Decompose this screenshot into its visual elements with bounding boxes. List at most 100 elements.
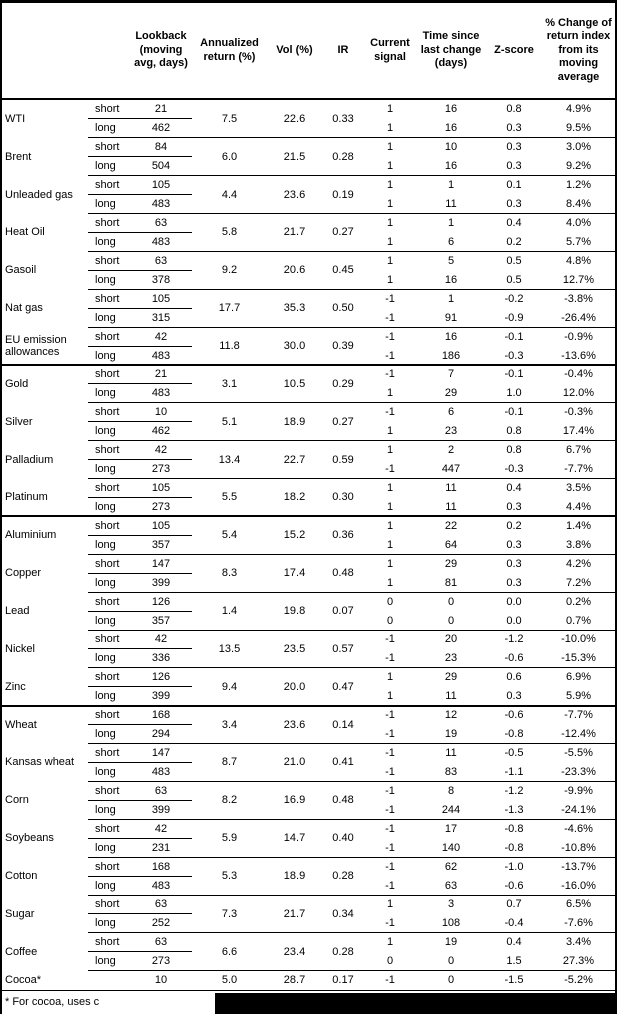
leg-label: short: [95, 254, 120, 267]
commodity-name: Palladium: [5, 453, 54, 466]
time-since-value: 10: [444, 141, 458, 154]
commodity-separator: [88, 326, 615, 328]
lookback-value: 483: [151, 879, 171, 892]
short-long-divider: [88, 724, 192, 726]
signal-value: 1: [386, 576, 394, 589]
lookback-value: 252: [151, 917, 171, 930]
leg-label: short: [95, 936, 120, 949]
pct-change-value: 3.4%: [565, 936, 592, 949]
commodity-separator: [88, 175, 615, 177]
lookback-value: 63: [154, 936, 168, 949]
ir-value: 0.19: [332, 188, 354, 201]
short-long-divider: [88, 497, 192, 499]
leg-label: short: [95, 292, 120, 305]
ir-value: 0.59: [332, 453, 354, 466]
annualized-value: 8.2: [221, 794, 238, 807]
vol-value: 21.5: [283, 150, 306, 163]
z-score-value: 0.7: [506, 898, 522, 911]
time-since-value: 6: [447, 235, 455, 248]
commodity-block: Wheat 3.4 23.6 0.14 short 168 -1 12 -0.6 -7.7% lon…: [2, 704, 615, 744]
leg-label: short: [95, 444, 120, 457]
table-body: WTI 7.5 22.6 0.33 short 21 1 16 0.8 4.9% long 462 1 1…: [2, 100, 615, 990]
signal-value: -1: [385, 765, 395, 778]
z-score-value: -0.4: [504, 917, 524, 930]
time-since-value: 447: [441, 463, 461, 476]
signal-value: 1: [386, 690, 394, 703]
signal-value: 1: [386, 482, 394, 494]
leg-label: long: [95, 160, 116, 173]
signal-value: 1: [386, 141, 394, 154]
pct-change-value: -7.7%: [564, 709, 593, 722]
redaction-box: [215, 992, 615, 1014]
z-score-value: 0.3: [506, 690, 522, 703]
short-long-divider: [88, 345, 192, 347]
time-since-value: 1: [447, 179, 455, 192]
lookback-value: 504: [151, 160, 171, 173]
leg-label: long: [95, 311, 116, 324]
annualized-value: 6.0: [221, 150, 238, 163]
z-score-value: -0.1: [504, 330, 524, 343]
leg-label: long: [95, 690, 116, 703]
lookback-value: 147: [151, 557, 171, 570]
z-score-value: 0.8: [506, 425, 522, 438]
time-since-value: 0: [447, 614, 455, 627]
z-score-value: -1.2: [504, 633, 524, 646]
vol-value: 35.3: [283, 302, 306, 315]
time-since-value: 19: [444, 728, 458, 741]
commodity-block: Aluminium 5.4 15.2 0.36 short 105 1 22 0.2 1.4% lo…: [2, 515, 615, 554]
leg-label: short: [95, 784, 120, 797]
lookback-value: 10: [154, 974, 168, 987]
ir-value: 0.33: [332, 112, 354, 125]
ir-value: 0.28: [332, 150, 354, 163]
vol-value: 23.5: [283, 642, 306, 655]
commodity-name: Nickel: [5, 642, 35, 655]
leg-label: long: [95, 425, 116, 438]
signal-value: 1: [386, 936, 394, 949]
vol-value: 21.7: [283, 226, 306, 239]
z-score-value: -0.8: [504, 728, 524, 741]
lookback-value: 462: [151, 425, 171, 438]
signal-value: -1: [385, 633, 395, 646]
lookback-value: 273: [151, 500, 171, 513]
pct-change-value: 1.4%: [565, 519, 592, 532]
commodity-separator: [88, 667, 615, 669]
z-score-value: -0.1: [504, 406, 524, 419]
lookback-value: 42: [154, 444, 168, 457]
pct-change-value: 3.0%: [565, 141, 592, 154]
signal-value: 1: [386, 444, 394, 457]
signal-value: 0: [386, 614, 394, 627]
z-score-value: 0.3: [506, 122, 522, 135]
leg-label: short: [95, 633, 120, 646]
leg-label: long: [95, 576, 116, 589]
sector-separator: [2, 364, 615, 367]
signal-value: 1: [386, 273, 394, 286]
signal-value: -1: [385, 330, 395, 343]
vol-value: 28.7: [283, 974, 306, 987]
signal-value: 1: [386, 898, 394, 911]
z-score-value: 0.5: [506, 273, 522, 286]
ir-value: 0.28: [332, 870, 354, 883]
z-score-value: -0.6: [504, 652, 524, 665]
lookback-value: 273: [151, 955, 171, 968]
signal-value: 1: [386, 519, 394, 532]
leg-label: short: [95, 103, 120, 116]
z-score-value: -0.8: [504, 841, 524, 854]
leg-label: long: [95, 198, 116, 211]
commodity-separator: [88, 440, 615, 442]
lookback-value: 105: [151, 519, 171, 532]
commodity-separator: [88, 743, 615, 745]
leg-label: long: [95, 917, 116, 930]
vol-value: 23.6: [283, 188, 306, 201]
lookback-value: 21: [154, 103, 168, 116]
leg-label: short: [95, 822, 120, 835]
vol-value: 15.2: [283, 529, 306, 542]
z-score-value: -0.6: [504, 879, 524, 892]
short-long-divider: [88, 383, 192, 385]
ir-value: 0.17: [332, 974, 354, 987]
leg-label: short: [95, 519, 120, 532]
leg-label: long: [95, 841, 116, 854]
vol-value: 30.0: [283, 340, 306, 353]
time-since-value: 29: [444, 387, 458, 400]
header-ir: IR: [337, 43, 349, 56]
